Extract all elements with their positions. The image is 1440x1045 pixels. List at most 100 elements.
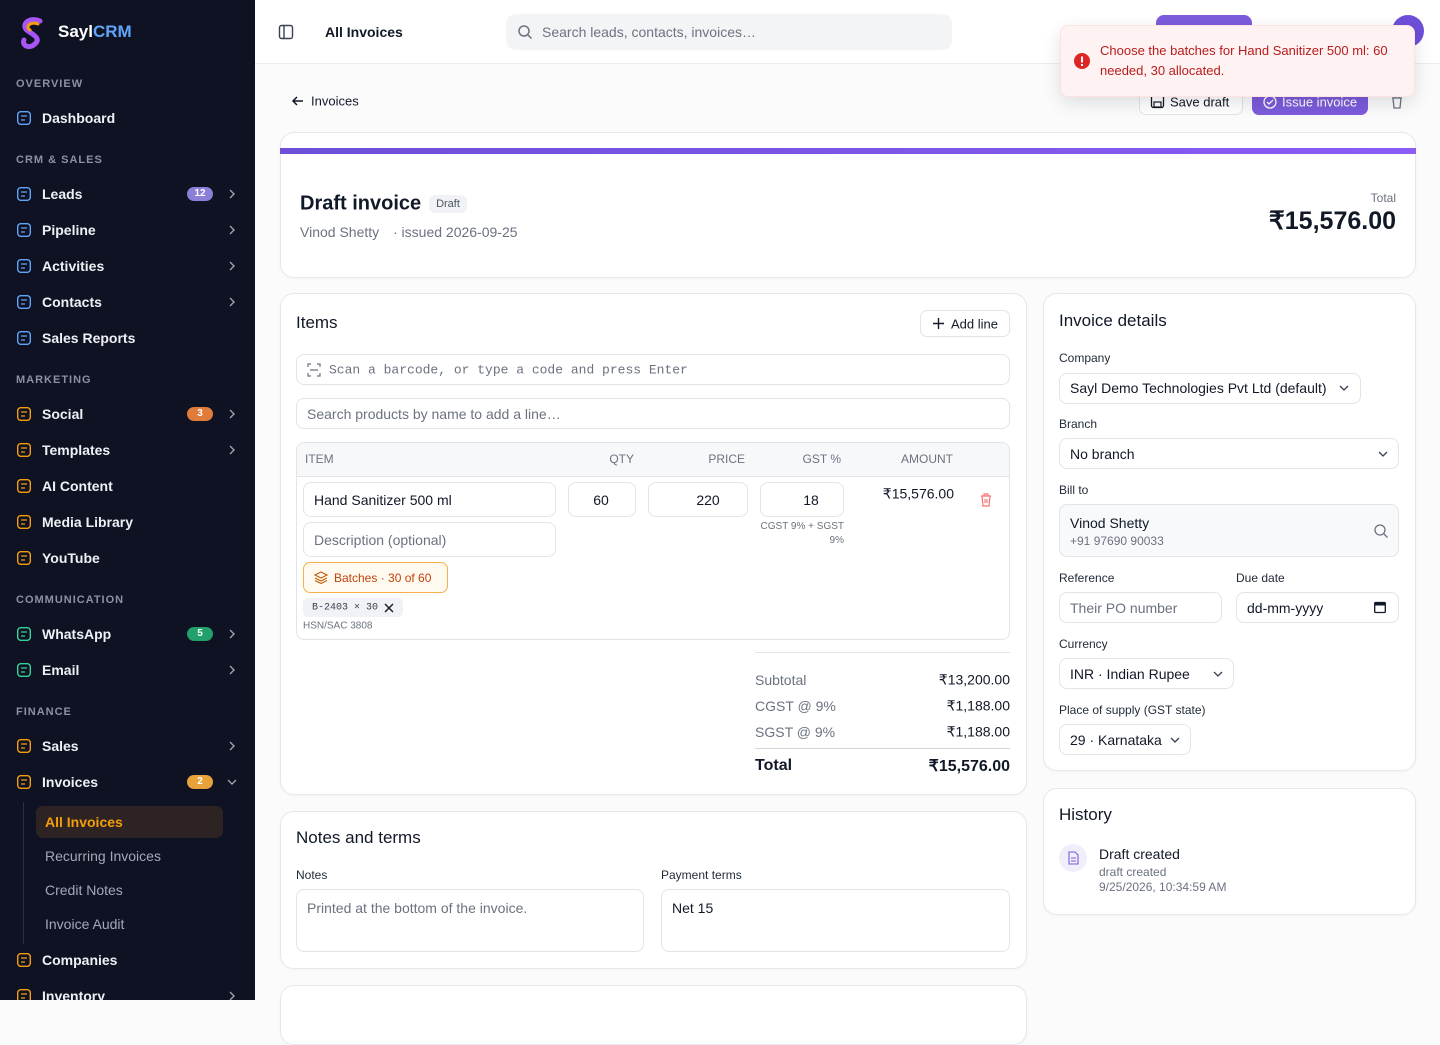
totals-divider xyxy=(755,652,1010,653)
global-search[interactable] xyxy=(506,14,952,50)
column-header: GST % xyxy=(802,452,841,466)
column-header: AMOUNT xyxy=(901,452,953,466)
column-header: QTY xyxy=(609,452,634,466)
total-label: Total xyxy=(1370,191,1396,205)
barcode-input[interactable] xyxy=(296,354,1010,385)
due-date-input[interactable] xyxy=(1236,592,1399,623)
item-name-input[interactable] xyxy=(303,482,556,517)
nav-chevron xyxy=(229,741,235,751)
nav-badge: 12 xyxy=(187,187,213,201)
nav-label: Leads xyxy=(42,186,83,202)
remove-batch[interactable] xyxy=(384,603,394,613)
nav-label: Pipeline xyxy=(42,222,96,238)
issue-icon xyxy=(1263,95,1277,109)
total-row-value: ₹1,188.00 xyxy=(946,697,1010,714)
total-amount: ₹15,576.00 xyxy=(1268,207,1396,235)
delete-line[interactable] xyxy=(980,493,992,507)
description-input[interactable] xyxy=(303,522,556,557)
hsn-code: HSN/SAC 3808 xyxy=(303,620,373,632)
terms-value: Net 15 xyxy=(672,900,714,916)
bill-to-phone: +91 97690 90033 xyxy=(1070,534,1164,548)
batches-button[interactable] xyxy=(303,562,448,593)
due-date-placeholder: dd-mm-yyyy xyxy=(1247,600,1324,616)
plus-icon xyxy=(933,318,944,329)
gst-input[interactable] xyxy=(760,482,844,517)
nav-icon xyxy=(16,662,32,678)
item-price: 220 xyxy=(696,492,720,508)
terms-label: Payment terms xyxy=(661,868,742,882)
branch-select[interactable] xyxy=(1059,438,1399,469)
select-chevron xyxy=(1170,737,1180,743)
active-nav-bg xyxy=(36,806,223,838)
nav-label: Dashboard xyxy=(42,110,116,126)
sub-nav-rail xyxy=(23,802,24,944)
reference-input[interactable] xyxy=(1059,592,1222,623)
issued-date: · issued 2026-09-25 xyxy=(393,224,518,240)
nav-icon xyxy=(17,989,31,1000)
items-title: Items xyxy=(296,313,338,332)
nav-label: Activities xyxy=(42,258,105,274)
terms-textarea[interactable] xyxy=(661,889,1010,952)
details-title: Invoice details xyxy=(1059,311,1167,330)
item-qty: 60 xyxy=(593,492,609,508)
nav-label: Email xyxy=(42,662,80,678)
section-title: MARKETING xyxy=(16,374,92,386)
save-draft-label: Save draft xyxy=(1170,94,1230,110)
back-link[interactable]: Invoices xyxy=(311,93,359,109)
back-arrow xyxy=(291,96,303,106)
reference-placeholder: Their PO number xyxy=(1070,600,1178,616)
section-title: OVERVIEW xyxy=(16,78,84,90)
sidebar-toggle[interactable] xyxy=(278,24,294,40)
tax-note: CGST 9% + SGST 9% xyxy=(760,521,844,546)
notes-title: Notes and terms xyxy=(296,828,421,847)
product-search[interactable] xyxy=(296,398,1010,429)
nav-icon xyxy=(16,110,32,126)
issue-invoice-label: Issue invoice xyxy=(1282,94,1358,110)
currency-value: INR · Indian Rupee xyxy=(1070,666,1190,682)
nav-label: Invoices xyxy=(42,774,99,790)
delete-invoice[interactable] xyxy=(1391,95,1403,109)
sub-nav-item[interactable]: Recurring Invoices xyxy=(45,848,161,864)
total-row-label: SGST @ 9% xyxy=(755,724,836,740)
sub-nav-item[interactable]: Credit Notes xyxy=(45,882,123,898)
supply-value: 29 · Karnataka xyxy=(1070,732,1162,748)
history-icon xyxy=(1059,844,1087,872)
currency-select[interactable] xyxy=(1059,658,1234,689)
nav-chevron xyxy=(229,445,235,455)
toast xyxy=(1060,25,1415,97)
select-chevron xyxy=(1213,671,1223,677)
column-header: ITEM xyxy=(305,452,334,466)
company-select[interactable] xyxy=(1059,373,1361,404)
header-accent-bar xyxy=(280,148,1416,154)
total-row-value: ₹1,188.00 xyxy=(946,723,1010,740)
qty-input[interactable] xyxy=(568,482,636,517)
nav-label: AI Content xyxy=(42,478,113,494)
nav-icon xyxy=(16,738,32,754)
supply-select[interactable] xyxy=(1059,724,1191,755)
bill-to-search-icon xyxy=(1374,524,1388,538)
brand-accent: CRM xyxy=(92,22,132,41)
batch-chip xyxy=(303,598,403,617)
notes-textarea[interactable] xyxy=(296,889,644,952)
bill-to-box[interactable] xyxy=(1059,504,1399,557)
status-badge: Draft xyxy=(429,195,467,213)
branch-value: No branch xyxy=(1070,446,1135,462)
customer-name: Vinod Shetty xyxy=(300,224,380,240)
sub-nav-item[interactable]: All Invoices xyxy=(45,814,123,830)
nav-icon xyxy=(16,406,32,422)
nav-label: Media Library xyxy=(42,514,134,530)
search-placeholder: Search leads, contacts, invoices… xyxy=(542,24,756,40)
sub-nav-item[interactable]: Invoice Audit xyxy=(45,916,125,932)
field-label: Bill to xyxy=(1059,483,1089,497)
calendar-icon xyxy=(1374,601,1386,614)
item-name: Hand Sanitizer 500 ml xyxy=(314,492,452,508)
nav-badge: 5 xyxy=(187,627,213,641)
price-input[interactable] xyxy=(648,482,748,517)
section-title: CRM & SALES xyxy=(16,154,103,166)
nav-chevron xyxy=(227,779,237,785)
layers-icon xyxy=(313,571,329,585)
toast-message: Choose the batches for Hand Sanitizer 50… xyxy=(1100,43,1388,78)
brand-name: Sayl xyxy=(58,22,93,41)
